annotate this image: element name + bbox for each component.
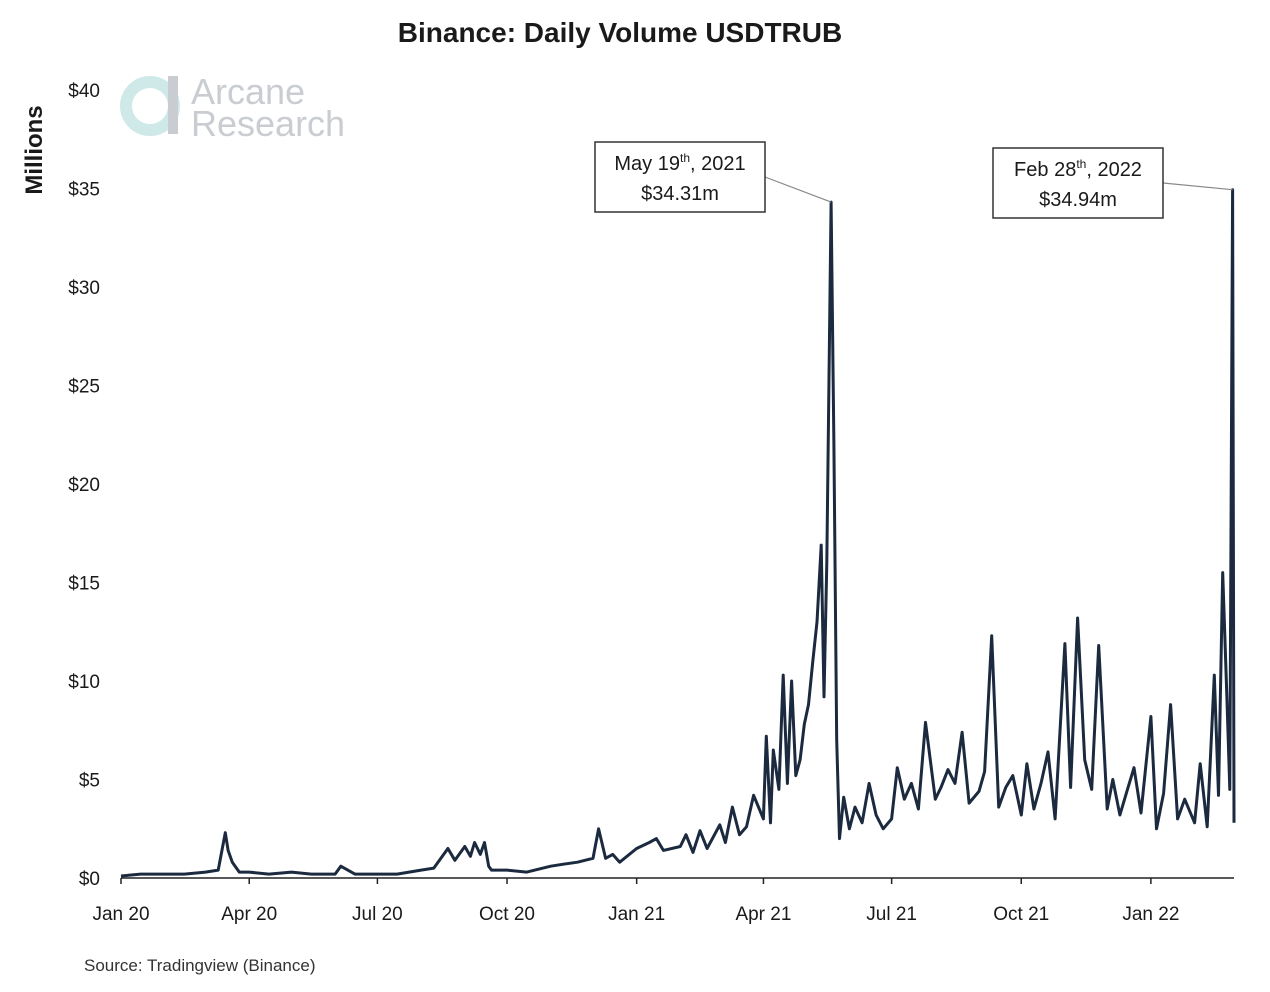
annotation-leader-line [764,176,832,203]
annotation-date: Feb 28th, 2022 [1014,157,1142,181]
y-tick-label: $30 [68,278,100,299]
arcane-research-logo: Arcane Research [120,71,345,144]
y-tick-label: $20 [68,475,100,496]
x-tick-label: Jan 22 [1122,904,1179,925]
x-tick-label: Jan 20 [92,904,149,925]
x-tick-label: Jul 21 [866,904,917,925]
logo-line1: Arcane [191,71,305,112]
y-tick-labels: $0 $5 $10 $15 $20 $25 $30 $35 $40 [68,81,100,890]
y-tick-label: $35 [68,180,100,201]
x-tick-label: Jul 20 [352,904,403,925]
y-axis-label: Millions [21,105,48,194]
annotations: May 19th, 2021 $34.31m Feb 28th, 2022 $34.9… [594,141,1233,219]
annotation-date: May 19th, 2021 [614,151,745,175]
y-tick-label: $10 [68,672,100,693]
annotation-value: $34.31m [641,183,719,205]
series-line [120,188,1236,878]
chart-title: Binance: Daily Volume USDTRUB [398,17,842,48]
y-tick-label: $5 [79,771,100,792]
annotation: Feb 28th, 2022 $34.94m [992,147,1233,219]
logo-ring-icon [120,76,180,136]
annotation-value: $34.94m [1039,189,1117,211]
x-tick-label: Apr 21 [735,904,791,925]
y-tick-label: $0 [79,869,100,890]
x-tick-label: Oct 21 [993,904,1049,925]
y-tick-label: $15 [68,574,100,595]
y-tick-label: $40 [68,81,100,102]
series-group [120,188,1236,878]
x-tick-label: Jan 21 [608,904,665,925]
source-note: Source: Tradingview (Binance) [84,956,316,975]
x-axis: Jan 20 Apr 20 Jul 20 Oct 20 Jan 21 Apr 21 Jul … [92,877,1234,925]
annotation: May 19th, 2021 $34.31m [594,141,832,213]
logo-line2: Research [191,103,345,144]
annotation-leader-line [1162,182,1233,191]
x-tick-label: Apr 20 [221,904,277,925]
y-tick-label: $25 [68,377,100,398]
annotation-box [594,141,766,213]
annotation-box [992,147,1164,219]
x-tick-label: Oct 20 [479,904,535,925]
